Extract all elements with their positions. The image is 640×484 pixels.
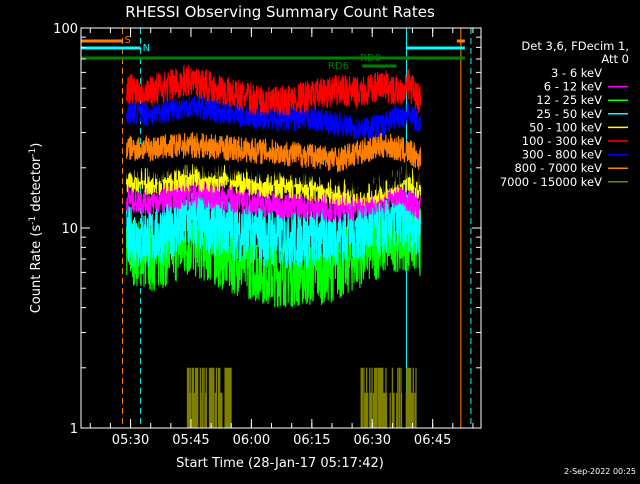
y-axis-label-close: ) [29,143,44,148]
series-25-50-kev-line [125,188,422,269]
x-axis-label: Start Time (28-Jan-17 05:17:42) [176,456,384,471]
y-axis-label-superscript-2: -1 [28,148,38,157]
y-axis-label-main: Count Rate (s [29,225,44,314]
y-tick-label-10: 10 [61,222,78,237]
legend-header-line-2: Att 0 [601,52,629,66]
series-3-6-kev-line [125,141,422,199]
night-annotation: N [143,43,150,54]
series-800-7000-kev-line [125,132,422,173]
legend-label-25-50-kev: 25 - 50 keV [536,107,602,121]
legend-label-12-25-kev: 12 - 25 keV [536,93,602,107]
rd6-annotation: RD6 [328,61,349,72]
legend-label-6-12-kev: 6 - 12 keV [544,80,602,94]
legend-label-3-6-kev: 3 - 6 keV [551,66,602,80]
chart-title: RHESSI Observing Summary Count Rates [125,3,435,21]
series-100-300-kev-line [125,64,422,116]
y-tick-label-1: 1 [70,422,78,437]
series-6-12-kev-line [125,179,422,223]
x-tick-label-06-30: 06:30 [354,433,391,448]
y-tick-label-100: 100 [53,22,78,37]
legend-label-7000-15000-kev: 7000 - 15000 keV [500,175,602,189]
x-tick-label-06-15: 06:15 [293,433,330,448]
chart-marks: S N RD0 RD6 [81,28,472,428]
x-tick-label-05-45: 05:45 [172,433,209,448]
x-tick-label-06-00: 06:00 [233,433,270,448]
legend-label-50-100-kev: 50 - 100 keV [529,120,602,134]
plot-timestamp: 2-Sep-2022 00:25 [564,467,636,476]
legend-label-100-300-kev: 100 - 300 keV [522,134,602,148]
series-300-800-kev-line [125,95,422,140]
y-axis-label-superscript-1: -1 [28,216,38,225]
x-tick-label-06-45: 06:45 [414,433,451,448]
x-axis: 05:30 05:45 06:00 06:15 06:30 06:45 [89,28,474,448]
legend-label-300-800-kev: 300 - 800 keV [522,148,602,162]
x-tick-label-05-30: 05:30 [112,433,149,448]
saa-annotation: S [125,35,131,46]
legend-header-line-1: Det 3,6, FDecim 1, [521,39,629,53]
y-axis: 1 10 100 [53,22,481,437]
y-axis-label: Count Rate (s-1 detector-1) [28,143,44,314]
series-7000-15000-kev-line [186,367,417,428]
rd0-annotation: RD0 [360,53,381,64]
y-axis-label-detector: detector [29,156,44,216]
legend-label-800-7000-kev: 800 - 7000 keV [514,161,602,175]
